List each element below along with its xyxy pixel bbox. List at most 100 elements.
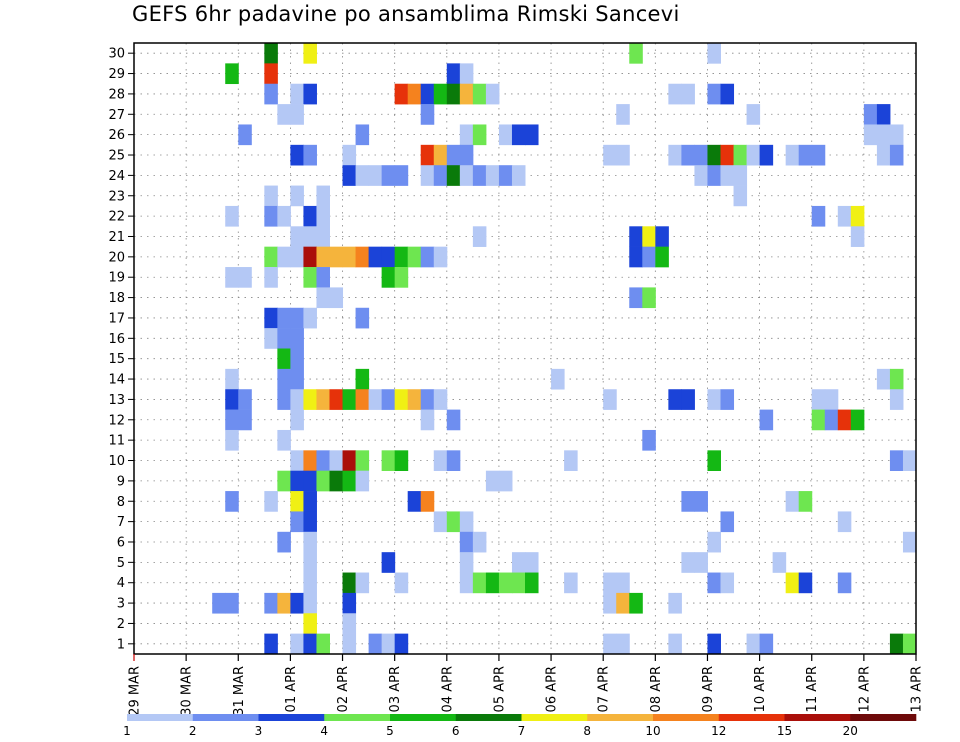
heatmap-cell [811,409,826,431]
y-axis: 1234567891011121314151617181920212223242… [108,47,134,652]
heatmap-cell [264,267,278,288]
heatmap-cell [902,633,917,655]
heatmap-cell [681,144,695,166]
heatmap-cell [381,246,396,268]
heatmap-cell [485,572,500,594]
heatmap-cell [564,450,578,471]
heatmap-cell [525,572,539,594]
heatmap-cell [616,592,630,614]
heatmap-cell [746,633,761,655]
y-tick-label: 2 [117,617,125,632]
heatmap-cell [420,409,435,431]
heatmap-cell [303,470,317,492]
heatmap-cell [303,205,317,227]
heatmap-cell [264,307,278,329]
heatmap-cell [785,144,800,166]
heatmap-cell [472,572,487,594]
heatmap-cell [342,144,357,166]
heatmap-cell [381,389,396,410]
heatmap-cell [368,633,383,655]
heatmap-cell [707,389,721,410]
heatmap-cell [407,491,422,512]
heatmap-cell [316,267,330,288]
heatmap-cell [407,246,422,268]
colorbar-label: 5 [386,724,394,738]
heatmap-cell [394,165,409,186]
heatmap-cell [720,144,735,166]
x-tick-label: 09 APR [701,666,716,712]
heatmap-cell [355,450,370,471]
heatmap-cell [407,83,422,105]
heatmap-cell [694,552,708,573]
heatmap-cell [303,613,317,634]
heatmap-cells [212,43,917,655]
y-tick-label: 11 [108,434,125,449]
heatmap-cell [525,124,539,146]
x-tick-label: 11 APR [805,666,820,712]
heatmap-cell [446,409,461,431]
heatmap-cell [863,124,878,146]
y-tick-label: 3 [117,597,125,612]
heatmap-cell [225,63,239,85]
heatmap-cell [629,592,643,614]
heatmap-cell [329,389,344,410]
colorbar-swatch [390,714,457,721]
y-tick-label: 9 [117,474,125,489]
heatmap-cell [472,124,487,146]
heatmap-cell [316,246,330,268]
heatmap-cell [798,572,813,594]
heatmap-cell [342,613,357,634]
colorbar-label: 15 [777,724,792,738]
heatmap-cell [316,226,330,247]
colorbar-label: 12 [711,724,726,738]
heatmap-cell [564,572,578,594]
heatmap-cell [433,389,448,410]
heatmap-cell [316,450,330,471]
heatmap-cell [837,409,852,431]
heatmap-cell [225,429,239,451]
heatmap-cell [342,572,357,594]
heatmap-cell [433,246,448,268]
heatmap-cell [668,389,682,410]
heatmap-cell [889,633,904,655]
heatmap-cell [733,165,748,186]
heatmap-cell [603,592,617,614]
heatmap-cell [368,389,383,410]
heatmap-cell [850,409,865,431]
heatmap-cell [290,491,304,512]
heatmap-cell [459,511,474,533]
heatmap-cell [616,144,630,166]
heatmap-cell [329,287,344,309]
heatmap-cell [472,226,487,247]
heatmap-cell [485,83,500,105]
heatmap-cell [277,592,291,614]
heatmap-cell [811,205,826,227]
heatmap-cell [850,226,865,247]
heatmap-cell [303,511,317,533]
heatmap-cell [264,185,278,207]
y-tick-label: 27 [108,108,125,123]
heatmap-cell [446,144,461,166]
heatmap-cell [394,450,409,471]
y-tick-label: 1 [117,637,125,652]
heatmap-cell [381,552,396,573]
heatmap-cell [303,246,317,268]
heatmap-cell [811,144,826,166]
colorbar-swatch [455,714,522,721]
colorbar-swatch [521,714,588,721]
heatmap-cell [277,429,291,451]
heatmap-cell [837,205,852,227]
heatmap-cell [290,144,304,166]
heatmap-cell [668,83,682,105]
heatmap-cell [889,144,904,166]
heatmap-cell [642,287,656,309]
colorbar-label: 1 [123,724,131,738]
heatmap-cell [277,389,291,410]
heatmap-cell [837,511,852,533]
heatmap-cell [303,572,317,594]
heatmap-cell [798,144,813,166]
heatmap-cell [785,572,800,594]
heatmap-cell [355,124,370,146]
heatmap-cell [225,205,239,227]
